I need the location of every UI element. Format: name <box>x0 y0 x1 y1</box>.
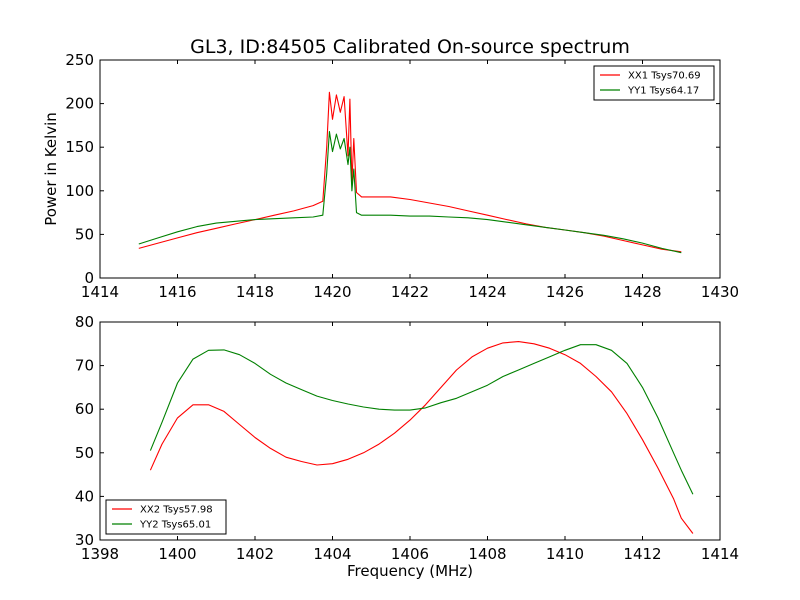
y-tick-label: 70 <box>75 357 94 375</box>
x-tick-label: 1420 <box>313 283 351 301</box>
legend: XX2 Tsys57.98 YY2 Tsys65.01 <box>105 499 227 535</box>
x-tick-label: 1414 <box>81 283 119 301</box>
y-tick-label: 50 <box>75 444 94 462</box>
legend-label: XX2 Tsys57.98 <box>140 505 213 516</box>
x-tick-label: 1416 <box>158 283 196 301</box>
x-tick-label: 1410 <box>546 545 584 563</box>
x-axis-label: Frequency (MHz) <box>347 562 473 580</box>
y-tick-label: 150 <box>65 138 94 156</box>
y-tick-label: 50 <box>75 225 94 243</box>
x-tick-label: 1430 <box>701 283 739 301</box>
x-tick-label: 1428 <box>623 283 661 301</box>
plot-panel-2: 1398 1400 1402 1404 1406 1408 1410 1412 1414 30 40… <box>75 313 739 580</box>
legend-label: YY1 Tsys64.17 <box>627 86 699 97</box>
x-tick-label: 1412 <box>623 545 661 563</box>
x-tick-label: 1422 <box>391 283 429 301</box>
series-line-green <box>138 130 682 254</box>
legend-box <box>593 65 715 101</box>
y-tick-label: 40 <box>75 487 94 505</box>
series-line-red <box>149 341 694 534</box>
legend: XX1 Tsys70.69 YY1 Tsys64.17 <box>593 65 715 101</box>
x-tick-label: 1414 <box>701 545 739 563</box>
x-tick-label: 1426 <box>546 283 584 301</box>
x-tick-label: 1424 <box>468 283 506 301</box>
plot-panel-1: 1414 1416 1418 1420 1422 1424 1426 1428 1430 0 50 1… <box>42 51 739 301</box>
y-axis-label: Power in Kelvin <box>42 112 60 226</box>
x-tick-label: 1402 <box>236 545 274 563</box>
chart-title: GL3, ID:84505 Calibrated On-source spect… <box>190 36 630 58</box>
x-tick-label: 1406 <box>391 545 429 563</box>
y-tick-label: 200 <box>65 95 94 113</box>
legend-label: XX1 Tsys70.69 <box>628 71 701 82</box>
legend-label: YY2 Tsys65.01 <box>139 520 211 531</box>
x-tick-label: 1404 <box>313 545 351 563</box>
legend-box <box>105 499 227 535</box>
series-line-green <box>149 344 694 495</box>
x-tick-label: 1408 <box>468 545 506 563</box>
y-tick-label: 80 <box>75 313 94 331</box>
y-tick-label: 100 <box>65 182 94 200</box>
x-tick-label: 1418 <box>236 283 274 301</box>
x-tick-label: 1400 <box>158 545 196 563</box>
y-tick-label: 250 <box>65 51 94 69</box>
y-tick-label: 60 <box>75 400 94 418</box>
y-tick-label: 0 <box>84 269 94 287</box>
x-tick-label: 1398 <box>81 545 119 563</box>
y-tick-label: 30 <box>75 531 94 549</box>
plot-area: 1414 1416 1418 1420 1422 1424 1426 1428 14300501… <box>42 51 739 580</box>
